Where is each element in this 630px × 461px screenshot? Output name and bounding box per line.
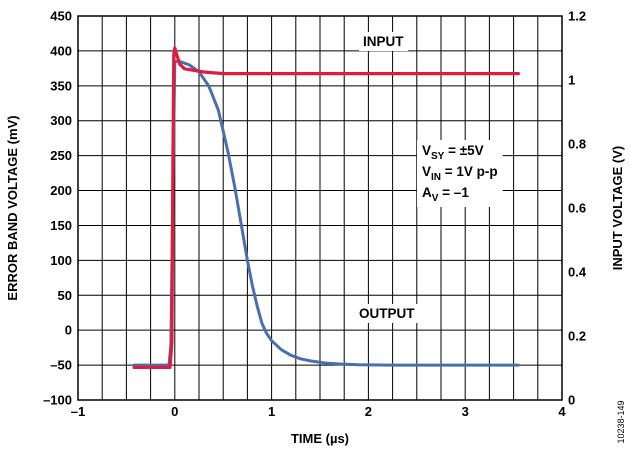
y-tick-label-right: 0.4 [568, 265, 587, 280]
tick-labels: –1 0 1 2 3 4 –100 –50 0 50 100 150 200 250 300 350 400 45… [43, 9, 587, 420]
condition-input: VIN = 1V p-p [422, 164, 498, 183]
y-tick-label-left: 150 [50, 218, 72, 233]
condition-supply: VSY = ±5V [422, 143, 484, 162]
condition-gain: AV = –1 [422, 185, 469, 204]
x-tick-label: 4 [558, 404, 566, 419]
series-line-output [132, 59, 520, 367]
series-layer [132, 46, 521, 369]
y-axis-title-right: INPUT VOLTAGE (V) [610, 146, 625, 270]
y-tick-label-right: 1.2 [568, 9, 586, 24]
y-tick-label-left: 50 [58, 288, 72, 303]
y-tick-label-left: 100 [50, 253, 72, 268]
y-tick-label-right: 1 [568, 73, 575, 88]
input-series-label: INPUT [363, 34, 404, 49]
y-tick-label-left: 400 [50, 43, 72, 58]
y-tick-label-right: 0.2 [568, 329, 586, 344]
y-axis-title-left: ERROR BAND VOLTAGE (mV) [5, 115, 20, 300]
test-conditions-box: VSY = ±5V VIN = 1V p-p AV = –1 [417, 140, 503, 207]
x-tick-label: –1 [71, 404, 85, 419]
output-series-label: OUTPUT [359, 306, 415, 321]
x-tick-label: 2 [365, 404, 372, 419]
output-label-box: OUTPUT [355, 304, 420, 323]
y-tick-label-left: 350 [50, 78, 72, 93]
y-tick-label-left: 300 [50, 113, 72, 128]
input-label-box: INPUT [359, 32, 409, 51]
x-axis-title: TIME (µs) [291, 431, 349, 446]
y-tick-label-right: 0.8 [568, 137, 586, 152]
figure-id: 10238-149 [616, 400, 626, 443]
x-tick-label: 1 [268, 404, 275, 419]
plot-frame [77, 15, 563, 401]
y-tick-label-left: 200 [50, 183, 72, 198]
y-tick-label-left: 450 [50, 9, 72, 24]
y-tick-label-left: 0 [65, 323, 72, 338]
y-tick-label-left: 250 [50, 148, 72, 163]
y-tick-label-left: –50 [50, 358, 72, 373]
y-tick-label-right: 0.6 [568, 201, 586, 216]
y-tick-label-left: –100 [43, 393, 72, 408]
y-tick-label-right: 0 [568, 393, 575, 408]
x-tick-label: 0 [171, 404, 178, 419]
x-tick-label: 3 [462, 404, 469, 419]
series-line-input [132, 46, 521, 369]
